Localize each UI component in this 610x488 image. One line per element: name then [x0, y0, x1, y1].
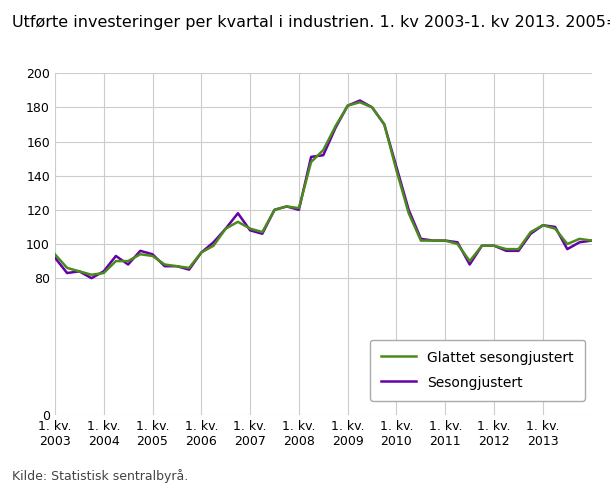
Glattet sesongjustert — [283, 203, 290, 209]
Glattet sesongjustert — [576, 236, 583, 242]
Sesongjustert — [551, 224, 559, 230]
Glattet sesongjustert — [295, 205, 303, 211]
Sesongjustert — [478, 243, 486, 248]
Glattet sesongjustert — [454, 241, 461, 247]
Sesongjustert — [137, 248, 144, 254]
Glattet sesongjustert — [271, 207, 278, 213]
Glattet sesongjustert — [76, 268, 83, 274]
Sesongjustert — [76, 268, 83, 274]
Glattet sesongjustert — [210, 243, 217, 248]
Text: Utførte investeringer per kvartal i industrien. 1. kv 2003-1. kv 2013. 2005=100: Utførte investeringer per kvartal i indu… — [12, 15, 610, 30]
Sesongjustert — [381, 122, 388, 127]
Sesongjustert — [88, 275, 95, 281]
Sesongjustert — [210, 239, 217, 245]
Glattet sesongjustert — [320, 147, 327, 153]
Sesongjustert — [466, 262, 473, 267]
Sesongjustert — [198, 249, 205, 255]
Sesongjustert — [344, 102, 351, 108]
Glattet sesongjustert — [442, 238, 449, 244]
Sesongjustert — [320, 152, 327, 158]
Sesongjustert — [527, 231, 534, 237]
Glattet sesongjustert — [185, 265, 193, 271]
Glattet sesongjustert — [246, 225, 254, 231]
Sesongjustert — [442, 238, 449, 244]
Glattet sesongjustert — [368, 104, 376, 110]
Glattet sesongjustert — [527, 229, 534, 235]
Glattet sesongjustert — [539, 222, 547, 228]
Sesongjustert — [417, 236, 425, 242]
Sesongjustert — [173, 263, 181, 269]
Sesongjustert — [112, 253, 120, 259]
Glattet sesongjustert — [393, 167, 400, 173]
Sesongjustert — [185, 266, 193, 272]
Glattet sesongjustert — [381, 122, 388, 127]
Sesongjustert — [271, 207, 278, 213]
Glattet sesongjustert — [588, 238, 595, 244]
Glattet sesongjustert — [100, 270, 107, 276]
Glattet sesongjustert — [161, 262, 168, 267]
Glattet sesongjustert — [405, 210, 412, 216]
Glattet sesongjustert — [234, 219, 242, 224]
Sesongjustert — [405, 207, 412, 213]
Glattet sesongjustert — [564, 241, 571, 247]
Text: Kilde: Statistisk sentralbyrå.: Kilde: Statistisk sentralbyrå. — [12, 469, 188, 483]
Sesongjustert — [332, 125, 339, 131]
Glattet sesongjustert — [149, 253, 156, 259]
Glattet sesongjustert — [417, 238, 425, 244]
Sesongjustert — [161, 263, 168, 269]
Glattet sesongjustert — [344, 102, 351, 108]
Glattet sesongjustert — [503, 246, 510, 252]
Glattet sesongjustert — [63, 265, 71, 271]
Glattet sesongjustert — [478, 243, 486, 248]
Sesongjustert — [51, 255, 59, 261]
Sesongjustert — [63, 270, 71, 276]
Sesongjustert — [588, 238, 595, 244]
Glattet sesongjustert — [356, 99, 364, 105]
Glattet sesongjustert — [198, 249, 205, 255]
Sesongjustert — [246, 227, 254, 233]
Sesongjustert — [283, 203, 290, 209]
Sesongjustert — [368, 104, 376, 110]
Sesongjustert — [295, 207, 303, 213]
Glattet sesongjustert — [112, 258, 120, 264]
Sesongjustert — [564, 246, 571, 252]
Sesongjustert — [429, 238, 437, 244]
Sesongjustert — [454, 239, 461, 245]
Sesongjustert — [539, 222, 547, 228]
Glattet sesongjustert — [332, 123, 339, 129]
Sesongjustert — [356, 98, 364, 103]
Sesongjustert — [259, 231, 266, 237]
Sesongjustert — [222, 225, 229, 231]
Glattet sesongjustert — [137, 251, 144, 257]
Glattet sesongjustert — [466, 258, 473, 264]
Sesongjustert — [307, 154, 315, 160]
Legend: Glattet sesongjustert, Sesongjustert: Glattet sesongjustert, Sesongjustert — [370, 340, 585, 401]
Sesongjustert — [100, 268, 107, 274]
Glattet sesongjustert — [551, 225, 559, 231]
Sesongjustert — [149, 251, 156, 257]
Glattet sesongjustert — [490, 243, 498, 248]
Glattet sesongjustert — [88, 272, 95, 278]
Glattet sesongjustert — [222, 225, 229, 231]
Sesongjustert — [490, 243, 498, 248]
Glattet sesongjustert — [515, 246, 522, 252]
Sesongjustert — [576, 239, 583, 245]
Glattet sesongjustert — [51, 251, 59, 257]
Glattet sesongjustert — [173, 263, 181, 269]
Glattet sesongjustert — [307, 159, 315, 165]
Sesongjustert — [393, 164, 400, 170]
Line: Glattet sesongjustert: Glattet sesongjustert — [55, 102, 592, 275]
Glattet sesongjustert — [124, 258, 132, 264]
Line: Sesongjustert: Sesongjustert — [55, 101, 592, 278]
Sesongjustert — [515, 248, 522, 254]
Sesongjustert — [234, 210, 242, 216]
Sesongjustert — [124, 262, 132, 267]
Glattet sesongjustert — [429, 238, 437, 244]
Glattet sesongjustert — [259, 229, 266, 235]
Sesongjustert — [503, 248, 510, 254]
